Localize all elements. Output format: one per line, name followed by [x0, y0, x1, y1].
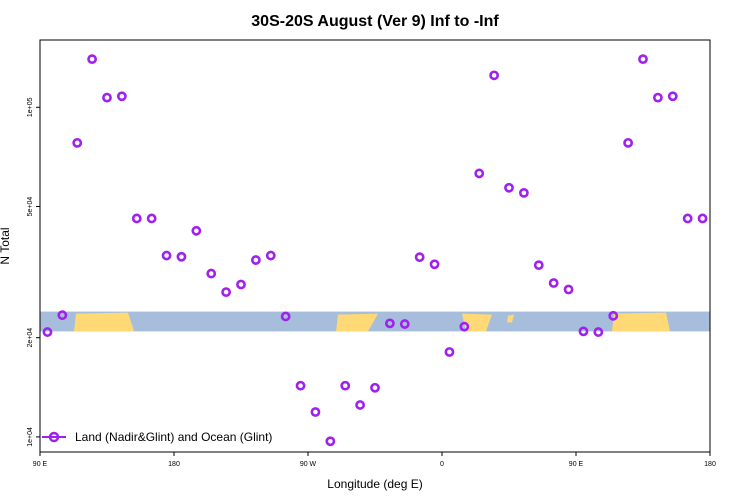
- x-axis-label: Longitude (deg E): [327, 477, 422, 491]
- data-point: [72, 137, 83, 148]
- land-shape: [612, 312, 670, 332]
- data-points: [42, 54, 708, 447]
- ocean-strip: [40, 311, 710, 332]
- data-point: [206, 268, 217, 279]
- y-axis: 1e+04 2e+04 5e+04 1e+05: [27, 97, 40, 447]
- x-tick-label: 90 W: [300, 461, 317, 468]
- data-point: [102, 92, 112, 103]
- data-point: [176, 251, 187, 262]
- x-tick-label: 180: [168, 461, 180, 468]
- y-tick-label: 1e+05: [27, 97, 34, 117]
- data-point: [295, 380, 306, 391]
- data-point: [384, 318, 395, 329]
- data-point: [116, 91, 127, 102]
- data-point: [161, 250, 172, 261]
- data-point: [459, 321, 470, 332]
- data-point: [87, 54, 98, 65]
- y-axis-label: N Total: [0, 227, 12, 264]
- data-point: [42, 327, 53, 337]
- data-point: [191, 225, 202, 236]
- x-tick-label: 90 E: [33, 461, 48, 468]
- data-point: [310, 407, 321, 417]
- data-point: [57, 310, 68, 321]
- data-point: [131, 213, 142, 224]
- land-shape: [507, 314, 514, 323]
- data-point: [533, 260, 544, 271]
- data-point: [608, 310, 619, 321]
- data-point: [518, 187, 529, 198]
- data-point: [370, 382, 380, 393]
- data-point: [578, 326, 589, 337]
- data-point: [474, 168, 485, 179]
- data-point: [325, 436, 336, 447]
- data-point: [489, 70, 500, 81]
- land-shape: [336, 313, 378, 332]
- data-point: [414, 252, 425, 263]
- data-point: [429, 259, 440, 270]
- x-tick-label: 180: [704, 461, 716, 468]
- data-point: [623, 137, 634, 148]
- data-point: [667, 91, 678, 102]
- data-point: [280, 311, 291, 322]
- data-point: [265, 250, 276, 261]
- y-tick-label: 1e+04: [27, 427, 34, 447]
- data-point: [146, 213, 157, 224]
- data-point: [638, 54, 648, 65]
- x-tick-label: 90 E: [569, 461, 584, 468]
- legend: Land (Nadir&Glint) and Ocean (Glint): [42, 430, 272, 444]
- data-point: [399, 319, 410, 329]
- data-point: [504, 182, 514, 193]
- x-axis: 90 E 180 90 W 0 90 E 180: [33, 452, 716, 468]
- y-tick-label: 5e+04: [27, 197, 34, 217]
- plot-frame: [39, 39, 711, 453]
- legend-marker: [48, 431, 60, 443]
- data-point: [221, 287, 232, 297]
- map-band: [40, 311, 710, 332]
- legend-label: Land (Nadir&Glint) and Ocean (Glint): [75, 430, 272, 444]
- data-point: [652, 92, 663, 103]
- data-point: [444, 347, 455, 357]
- data-point: [236, 279, 246, 290]
- data-point: [548, 278, 559, 288]
- data-point: [250, 255, 261, 265]
- data-point: [563, 284, 574, 295]
- data-point: [593, 327, 604, 337]
- data-point: [355, 400, 366, 410]
- data-point: [682, 213, 693, 224]
- land-shape: [74, 312, 134, 332]
- y-tick-label: 2e+04: [27, 328, 34, 348]
- x-tick-label: 0: [440, 461, 444, 468]
- chart-title: 30S-20S August (Ver 9) Inf to -Inf: [251, 13, 499, 30]
- data-point: [340, 380, 351, 391]
- land-shape: [462, 313, 492, 332]
- data-point: [697, 213, 708, 224]
